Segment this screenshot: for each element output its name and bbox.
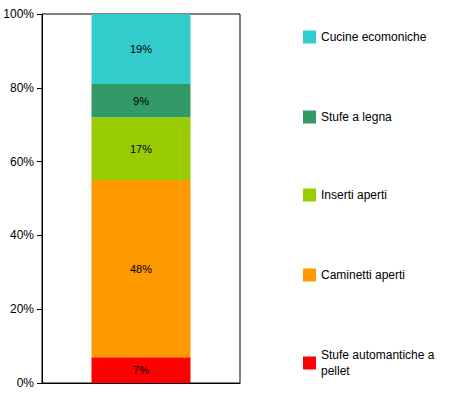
svg-text:17%: 17% [130, 143, 152, 155]
svg-text:60%: 60% [10, 155, 34, 169]
svg-text:pellet: pellet [321, 364, 350, 378]
svg-text:7%: 7% [133, 364, 149, 376]
svg-text:0%: 0% [17, 376, 35, 390]
svg-text:20%: 20% [10, 302, 34, 316]
svg-text:48%: 48% [130, 263, 152, 275]
svg-text:19%: 19% [130, 43, 152, 55]
svg-text:Stufe a legna: Stufe a legna [321, 110, 392, 124]
svg-text:9%: 9% [133, 95, 149, 107]
svg-text:Cucine ecomoniche: Cucine ecomoniche [321, 30, 427, 44]
svg-text:100%: 100% [3, 7, 34, 21]
svg-text:Inserti aperti: Inserti aperti [321, 188, 387, 202]
svg-text:Caminetti aperti: Caminetti aperti [321, 268, 405, 282]
svg-text:80%: 80% [10, 81, 34, 95]
svg-text:Stufe automantiche a: Stufe automantiche a [321, 348, 438, 362]
svg-text:40%: 40% [10, 228, 34, 242]
